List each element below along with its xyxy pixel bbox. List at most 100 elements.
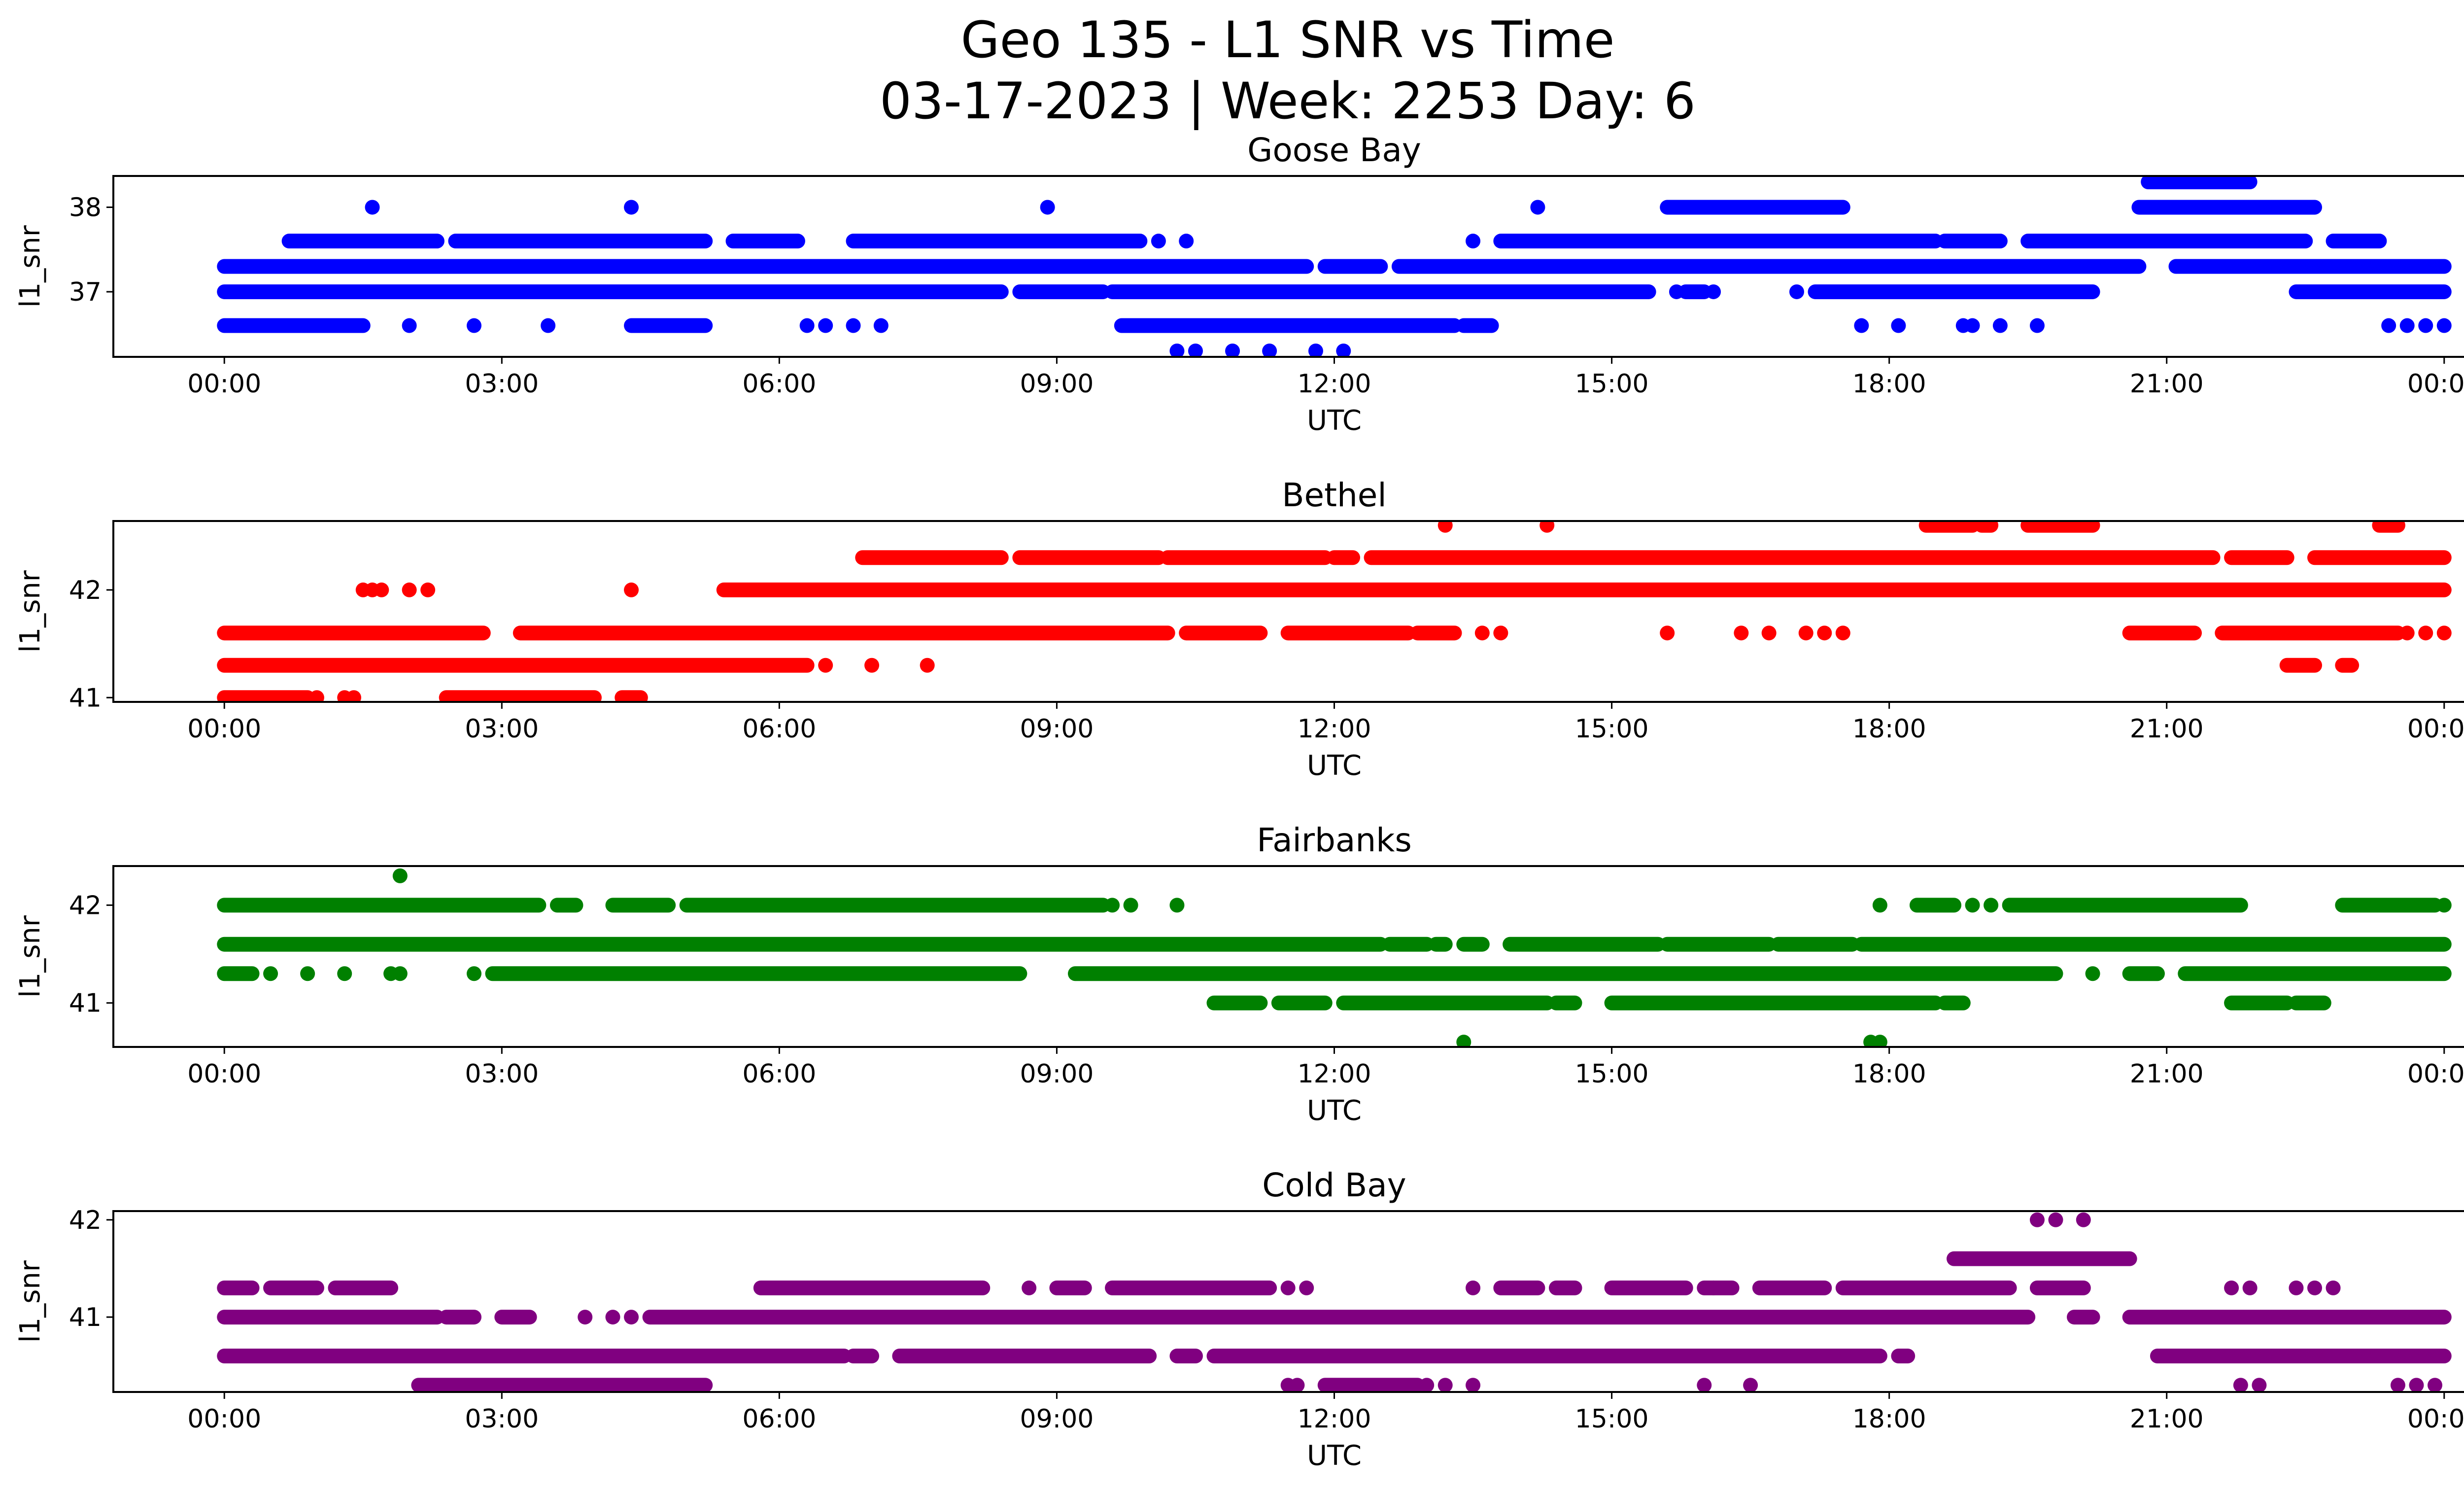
chart-panel: Fairbanks 00:00 03:00 06:00 09:00 12:00 15:00 1… <box>14 821 2464 1127</box>
data-point <box>1789 284 1804 299</box>
plot-frame <box>112 520 2464 703</box>
x-tick-label: 21:00 <box>2130 714 2204 744</box>
x-tick-label: 00:00 <box>2407 369 2464 399</box>
x-tick-label: 15:00 <box>1575 1404 1649 1434</box>
data-point <box>1456 1035 1472 1047</box>
data-point <box>624 582 639 597</box>
figure-title-block: Geo 135 - L1 SNR vs Time 03-17-2023 | We… <box>0 10 2464 132</box>
data-point <box>1660 626 1675 641</box>
data-point <box>309 690 324 702</box>
x-tick-label: 15:00 <box>1575 369 1649 399</box>
data-point <box>1706 284 1721 299</box>
panel-title: Goose Bay <box>1247 131 1421 169</box>
data-point <box>1984 898 1999 913</box>
data-point <box>1835 626 1850 641</box>
data-point <box>2289 1280 2304 1295</box>
y-axis-label: l1_snr <box>14 225 46 308</box>
data-point <box>1022 1280 1037 1295</box>
x-tick-label: 18:00 <box>1852 1059 1926 1089</box>
data-point <box>1280 1280 1296 1295</box>
data-point <box>1169 898 1185 913</box>
data-point <box>1466 1378 1481 1392</box>
data-point <box>1225 343 1240 357</box>
x-tick-label: 09:00 <box>1020 1404 1094 1434</box>
data-point <box>1530 200 1545 215</box>
data-point <box>1965 898 1980 913</box>
x-tick-label: 00:00 <box>2407 1404 2464 1434</box>
chart-panel: Goose Bay 00:00 03:00 06:00 09:00 12:00 15:00 1… <box>14 131 2464 437</box>
x-axis-label: UTC <box>1307 1095 1362 1127</box>
data-point <box>2326 1280 2341 1295</box>
data-point <box>864 658 880 673</box>
y-tick-label: 41 <box>69 683 102 713</box>
data-point <box>2428 1378 2442 1392</box>
x-tick-label: 09:00 <box>1020 369 1094 399</box>
x-tick-label: 15:00 <box>1575 714 1649 744</box>
data-point <box>799 318 815 333</box>
data-point <box>2224 1280 2239 1295</box>
data-point <box>300 966 315 981</box>
data-point <box>1466 1280 1481 1295</box>
y-tick-label: 38 <box>69 193 102 222</box>
x-axis-label: UTC <box>1307 1440 1362 1472</box>
data-point <box>2048 1212 2063 1227</box>
x-tick-label: 18:00 <box>1852 714 1926 744</box>
data-point <box>2242 1280 2258 1295</box>
data-point <box>1466 234 1481 249</box>
data-point <box>1179 234 1194 249</box>
data-point <box>1854 318 1869 333</box>
x-axis-label: UTC <box>1307 750 1362 782</box>
data-point <box>1743 1378 1758 1392</box>
data-point <box>2409 1378 2424 1392</box>
x-tick-label: 03:00 <box>465 1404 539 1434</box>
data-point <box>1669 284 1684 299</box>
data-point <box>1891 318 1906 333</box>
data-point <box>2436 626 2452 641</box>
data-point <box>2307 1280 2323 1295</box>
x-tick-label: 00:00 <box>187 1404 261 1434</box>
x-tick-label: 00:00 <box>187 714 261 744</box>
data-point <box>1290 1378 1305 1392</box>
x-tick-label: 21:00 <box>2130 1059 2204 1089</box>
data-point <box>2224 259 2239 274</box>
x-tick-label: 18:00 <box>1852 1404 1926 1434</box>
figure-title: Geo 135 - L1 SNR vs Time <box>960 11 1615 70</box>
x-tick-label: 18:00 <box>1852 369 1926 399</box>
data-point <box>1761 626 1777 641</box>
data-point <box>541 318 556 333</box>
data-point <box>1540 521 1555 533</box>
data-layer <box>217 521 2452 702</box>
data-point <box>1123 898 1138 913</box>
data-point <box>2399 626 2415 641</box>
data-point <box>1872 898 1887 913</box>
x-tick-label: 12:00 <box>1298 714 1371 744</box>
data-point <box>365 200 380 215</box>
x-tick-label: 15:00 <box>1575 1059 1649 1089</box>
data-point <box>1105 898 1120 913</box>
data-point <box>466 966 481 981</box>
x-tick-label: 12:00 <box>1298 369 1371 399</box>
y-tick-label: 42 <box>69 1206 102 1235</box>
data-point <box>1965 318 1980 333</box>
data-point <box>1697 1378 1712 1392</box>
y-tick-label: 42 <box>69 891 102 920</box>
data-point <box>392 966 408 981</box>
plot-frame <box>112 1210 2464 1393</box>
y-axis-label: l1_snr <box>14 570 46 653</box>
x-tick-label: 12:00 <box>1298 1404 1371 1434</box>
data-point <box>920 658 935 673</box>
data-point <box>1437 1378 1453 1392</box>
data-point <box>1734 626 1749 641</box>
x-tick-label: 12:00 <box>1298 1059 1371 1089</box>
x-tick-label: 06:00 <box>742 1404 816 1434</box>
data-layer <box>217 1212 2452 1392</box>
data-point <box>420 582 436 597</box>
data-point <box>402 318 417 333</box>
data-point <box>2418 626 2433 641</box>
x-tick-label: 09:00 <box>1020 1059 1094 1089</box>
data-point <box>263 966 278 981</box>
data-point <box>346 690 361 702</box>
chart-panel: Bethel 00:00 03:00 06:00 09:00 12:00 15:00 18:0… <box>14 476 2464 782</box>
x-tick-label: 00:00 <box>187 1059 261 1089</box>
data-point <box>2381 318 2396 333</box>
